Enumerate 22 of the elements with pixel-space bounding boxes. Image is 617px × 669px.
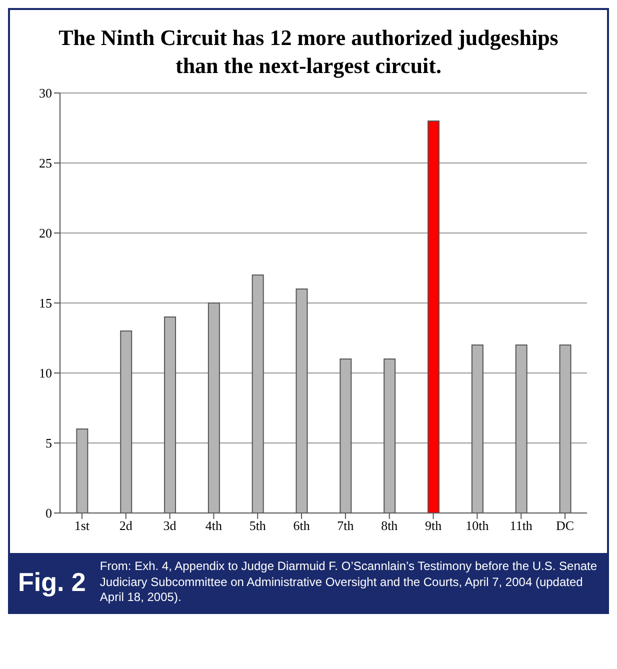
x-tick-label: 5th <box>249 518 266 534</box>
x-tick-label: 4th <box>205 518 223 534</box>
chart-title: The Ninth Circuit has 12 more authorized judgeships than the next-largest circuit. <box>58 24 560 80</box>
x-tick-label: 2d <box>119 518 133 534</box>
x-tick-label: 10th <box>466 518 490 534</box>
caption: Fig. 2 <box>18 566 86 598</box>
y-tick-label: 5 <box>46 436 52 451</box>
x-tick-label: 7th <box>337 518 354 534</box>
x-tick-label: 11th <box>510 518 533 534</box>
x-tick-label: 1st <box>74 518 90 534</box>
y-tick-label: 30 <box>39 86 52 101</box>
x-tick-label: 3d <box>163 518 177 534</box>
x-tick-label: 6th <box>293 518 310 534</box>
y-tick-label: 25 <box>39 156 52 171</box>
x-tick-label: 9th <box>424 518 442 534</box>
x-tick-label: DC <box>556 518 574 534</box>
y-tick-label: 20 <box>39 226 52 241</box>
x-tick-label: 8th <box>381 518 398 534</box>
y-tick-label: 15 <box>39 296 52 311</box>
y-tick-label: 10 <box>39 366 52 381</box>
text: From: Exh. 4, Appendix to Judge Diarmuid F. O’Scannlain’s Testimony before the U.S. Senate Judiciary Subcommittee on Administrative Oversight and the Courts, April 7, 2004 (updated April 18, 2005). <box>100 559 598 606</box>
y-tick-label: 0 <box>46 506 52 521</box>
